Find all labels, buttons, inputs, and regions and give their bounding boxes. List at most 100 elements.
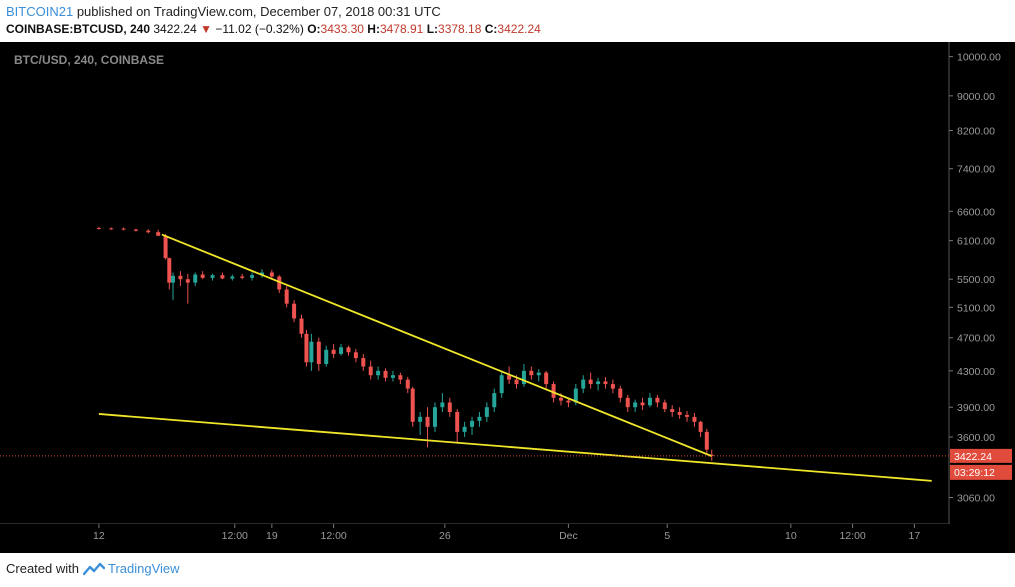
y-tick-label: 6100.00 (957, 236, 995, 248)
candle-79 (704, 428, 709, 453)
candle-body (210, 275, 215, 278)
candle-44 (447, 397, 452, 417)
candle-body (230, 276, 235, 279)
tradingview-link[interactable]: TradingView (107, 561, 180, 576)
candle-49 (484, 402, 489, 422)
candle-body (462, 426, 467, 432)
candle-body (647, 397, 652, 406)
candle-27 (324, 345, 329, 367)
candle-body (507, 375, 512, 380)
symbol-label: COINBASE:BTCUSD, 240 (6, 22, 151, 36)
tradingview-logo-icon (82, 562, 105, 575)
y-tick-label: 8200.00 (957, 125, 995, 137)
candle-body (566, 400, 571, 403)
candle-36 (390, 370, 395, 382)
candle-body (146, 230, 151, 233)
footer: Created with TradingView (6, 561, 180, 576)
candle-body (558, 397, 563, 401)
candle-body (96, 228, 101, 230)
candle-body (633, 402, 638, 408)
candle-63 (588, 372, 593, 389)
candle-body (551, 384, 556, 398)
candle-1 (109, 227, 114, 230)
candle-18 (259, 269, 264, 278)
candle-34 (376, 366, 381, 380)
candle-48 (477, 412, 482, 427)
candle-body (167, 258, 172, 283)
candle-5 (156, 229, 161, 236)
x-tick-label: 12 (93, 530, 105, 542)
candle-body (220, 275, 225, 279)
candle-73 (662, 399, 667, 413)
time-axis[interactable]: 12 12:00 19 12:00 26 Dec 5 10 12:00 17 (93, 524, 920, 542)
candle-body (383, 370, 388, 378)
candle-body (685, 414, 690, 417)
open-label: O: (307, 22, 321, 36)
candle-70 (640, 397, 645, 411)
candle-body (492, 393, 497, 408)
candle-2 (121, 227, 126, 231)
candle-body (677, 412, 682, 415)
y-tick-label: 9000.00 (957, 91, 995, 103)
candle-body (284, 289, 289, 304)
price-chart[interactable]: BTC/USD, 240, COINBASE 10000.00 9000.00 82… (0, 42, 1015, 553)
candle-body (477, 416, 482, 421)
x-tick-label: 17 (909, 530, 921, 542)
candle-46 (462, 421, 467, 438)
y-tick-label: 4700.00 (957, 333, 995, 345)
candle-56 (536, 369, 541, 382)
candle-body (324, 349, 329, 364)
price-axis[interactable]: 10000.00 9000.00 8200.00 7400.00 6600.00 6100… (949, 52, 1001, 505)
candle-12 (200, 271, 205, 280)
candle-body (368, 366, 373, 376)
candle-28 (331, 344, 336, 359)
trendline-0 (161, 233, 713, 457)
candle-body (240, 276, 245, 278)
candle-62 (581, 375, 586, 394)
y-tick-label: 4300.00 (957, 366, 995, 378)
candle-body (514, 379, 519, 385)
candle-20 (277, 275, 282, 293)
y-tick-label: 5100.00 (957, 302, 995, 314)
candle-57 (544, 370, 549, 389)
candle-14 (220, 272, 225, 280)
candle-body (440, 402, 445, 408)
low-label: L: (426, 22, 439, 36)
candle-68 (625, 395, 630, 413)
candle-body (610, 384, 615, 389)
candle-body (536, 372, 541, 376)
down-arrow-icon: ▼ (200, 22, 212, 36)
change-value: −11.02 (−0.32%) (215, 22, 304, 36)
candle-body (670, 409, 675, 413)
candle-body (277, 276, 282, 290)
candle-body (470, 420, 475, 427)
chart-background (0, 42, 1015, 553)
created-with-label: Created with (6, 561, 79, 576)
countdown-tag-bg (950, 464, 1012, 480)
y-tick-label: 7400.00 (957, 164, 995, 176)
x-tick-label: 26 (439, 530, 451, 542)
candle-71 (647, 393, 652, 408)
candle-30 (346, 345, 351, 356)
candle-19 (269, 269, 274, 278)
candle-45 (455, 409, 460, 443)
candle-39 (410, 386, 415, 427)
candle-47 (470, 416, 475, 435)
candle-body (410, 388, 415, 422)
candle-42 (432, 402, 437, 432)
candle-6 (163, 233, 168, 260)
close-label: C: (484, 22, 498, 36)
candle-64 (596, 377, 601, 391)
candle-29 (339, 344, 344, 356)
price-tags: 3422.24 03:29:12 (0, 448, 1012, 480)
candle-40 (418, 412, 423, 435)
author-link[interactable]: BITCOIN21 (6, 4, 74, 19)
publish-info: published on TradingView.com, December 0… (76, 4, 441, 19)
y-tick-label: 3060.00 (957, 493, 995, 505)
candle-3 (133, 228, 138, 232)
candle-75 (677, 407, 682, 419)
candle-body (603, 381, 608, 385)
candle-0 (96, 226, 101, 230)
open-value: 3433.30 (320, 22, 364, 36)
candle-body (269, 272, 274, 277)
